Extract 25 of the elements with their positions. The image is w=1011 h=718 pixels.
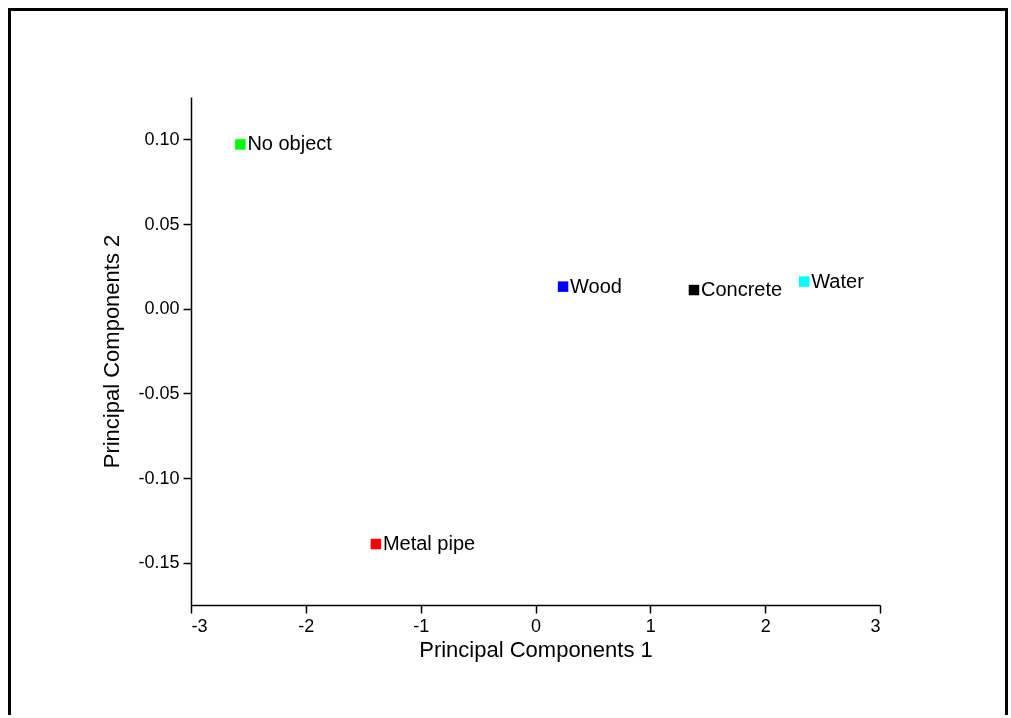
annotation: No object xyxy=(247,132,333,155)
x-axis-title: Principal Components 1 xyxy=(419,636,653,662)
annotation: Wood xyxy=(570,274,622,297)
point xyxy=(557,281,569,292)
x-tick-label: 3 xyxy=(870,615,881,636)
point xyxy=(370,538,382,550)
y-tick-label: -0.05 xyxy=(138,382,180,403)
annotation: Metal pipe xyxy=(382,532,476,555)
y-tick-label: 0.00 xyxy=(144,298,180,319)
y-tick-label: 0.05 xyxy=(144,213,180,234)
annotation: Water xyxy=(811,269,865,292)
y-tick-label: -0.10 xyxy=(138,467,180,488)
x-tick-label: -1 xyxy=(413,615,430,636)
point xyxy=(688,284,700,296)
x-tick-label: -2 xyxy=(298,615,315,636)
point xyxy=(798,276,810,287)
x-tick-label: -3 xyxy=(191,615,208,636)
point xyxy=(235,139,246,150)
x-tick-label: 2 xyxy=(760,615,771,636)
annotation: Concrete xyxy=(700,278,783,301)
y-axis-title: Principal Components 2 xyxy=(99,234,125,469)
x-tick-label: 0 xyxy=(530,615,542,636)
y-tick-label: -0.15 xyxy=(138,552,180,573)
y-tick-label: 0.10 xyxy=(144,128,180,149)
x-tick-label: 1 xyxy=(645,615,656,636)
